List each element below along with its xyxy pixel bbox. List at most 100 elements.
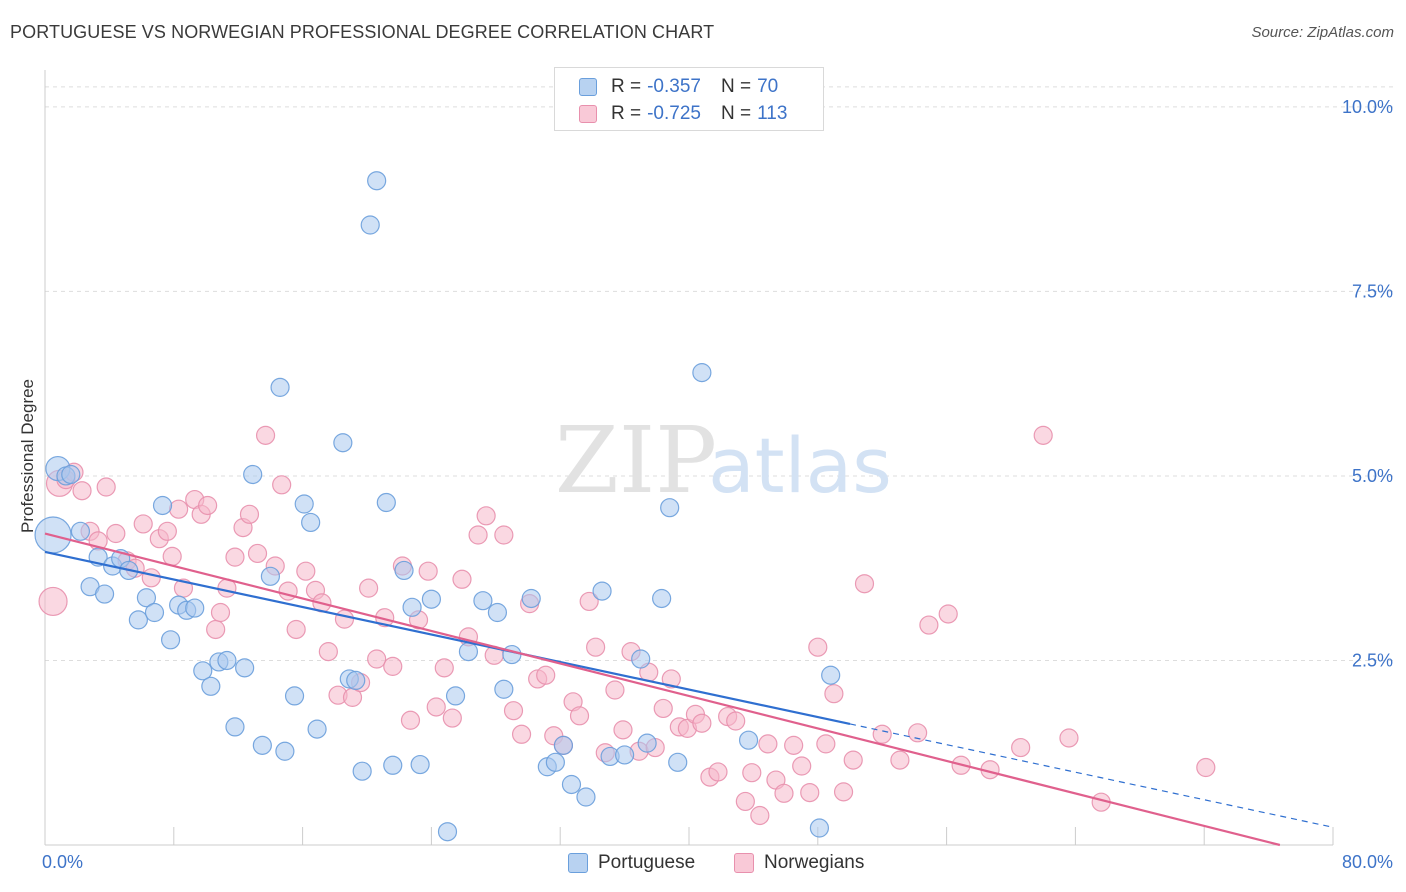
norwegians-point: [418, 561, 438, 581]
norwegians-point: [872, 724, 892, 744]
portuguese-point: [333, 433, 353, 453]
watermark: ZIP atlas: [555, 407, 892, 514]
portuguese-point: [260, 566, 280, 586]
norwegians-point: [742, 763, 762, 783]
legend-swatch-pink: [579, 105, 597, 123]
norwegians-point: [726, 711, 746, 731]
watermark-zip: ZIP: [555, 407, 717, 514]
portuguese-point: [445, 686, 466, 706]
norwegians-point: [255, 425, 276, 445]
portuguese-point: [809, 818, 830, 838]
norwegians-point: [692, 713, 712, 733]
portuguese-point: [821, 665, 841, 685]
portuguese-point: [553, 735, 574, 755]
norwegians-point: [286, 619, 306, 640]
portuguese-point: [128, 610, 148, 630]
norwegians-point: [908, 723, 928, 743]
y-tick-label: 2.5%: [1352, 650, 1393, 670]
portuguese-point: [144, 602, 165, 623]
portuguese-point: [502, 644, 522, 665]
portuguese-point: [235, 658, 255, 678]
norwegians-point: [400, 710, 421, 730]
norwegians-point: [800, 782, 820, 803]
portuguese-point: [217, 650, 237, 671]
norwegians-point: [708, 762, 728, 782]
norwegians-point: [96, 477, 116, 497]
x-tick-label-max: 80.0%: [1341, 852, 1393, 872]
legend-label-norwegians: Norwegians: [764, 852, 865, 873]
norwegians-point: [586, 637, 606, 657]
n-label: N =: [720, 103, 752, 124]
norwegians-point: [784, 735, 804, 755]
norwegians-point: [452, 569, 472, 589]
norwegians-point: [833, 782, 854, 802]
norwegians-point: [247, 543, 268, 564]
portuguese-point: [637, 733, 657, 753]
norwegians-point: [1011, 737, 1031, 758]
portuguese-point: [136, 588, 157, 608]
portuguese-point: [652, 588, 672, 609]
portuguese-point: [367, 171, 387, 191]
norwegians-point: [613, 720, 633, 740]
portuguese-trend-line: [44, 550, 851, 726]
n-value: 70: [757, 76, 779, 97]
portuguese-point: [494, 679, 514, 699]
norwegians-point: [938, 604, 958, 624]
norwegians-point: [792, 756, 812, 776]
portuguese-point: [252, 735, 272, 755]
portuguese-point: [307, 719, 327, 739]
watermark-atlas: atlas: [708, 421, 892, 510]
x-tick-label-min: 0.0%: [42, 852, 84, 872]
norwegians-point: [661, 669, 681, 689]
norwegians-point: [503, 701, 524, 721]
portuguese-point: [225, 717, 245, 737]
norwegians-point: [774, 783, 794, 803]
portuguese-point: [545, 752, 565, 772]
axes: [44, 70, 1334, 846]
norwegians-point: [579, 591, 599, 612]
portuguese-point: [692, 363, 712, 383]
chart-title: PORTUGUESE VS NORWEGIAN PROFESSIONAL DEG…: [10, 22, 715, 42]
portuguese-point: [383, 755, 403, 775]
portuguese-point: [193, 661, 213, 681]
norwegians-point: [735, 791, 755, 812]
portuguese-point: [61, 464, 81, 485]
portuguese-point: [394, 560, 414, 581]
portuguese-point: [152, 495, 173, 516]
norwegians-point: [162, 546, 182, 567]
norwegians-point: [383, 656, 403, 676]
source-label: Source: ZipAtlas.com: [1251, 24, 1394, 41]
norwegians-point: [318, 642, 338, 662]
norwegians-point: [1033, 425, 1053, 445]
norwegians-trend-line: [44, 532, 1281, 847]
portuguese-point: [521, 588, 541, 609]
stats-legend-row-norwegians: R = -0.725 N = 113: [579, 101, 787, 127]
norwegians-point: [843, 750, 863, 770]
portuguese-point: [738, 730, 759, 750]
norwegians-point: [854, 574, 875, 594]
norwegians-point: [442, 708, 462, 728]
norwegians-point: [919, 615, 939, 635]
norwegians-point: [133, 514, 153, 534]
r-label: R =: [611, 103, 642, 124]
norwegians-point: [494, 525, 514, 545]
y-tick-label: 10.0%: [1342, 97, 1393, 117]
stats-legend-row-portuguese: R = -0.357 N = 70: [579, 74, 778, 100]
y-tick-labels: 2.5% 5.0% 7.5% 10.0%: [1342, 97, 1393, 671]
portuguese-point: [402, 597, 422, 617]
norwegians-point: [653, 698, 673, 719]
n-label: N =: [720, 76, 752, 97]
norwegians-point: [758, 734, 778, 754]
norwegians-point: [38, 586, 68, 617]
norwegians-point: [206, 619, 226, 640]
norwegians-point: [605, 680, 625, 700]
portuguese-point: [592, 581, 612, 601]
norwegians-point: [72, 481, 92, 501]
legend-swatch-blue: [579, 78, 597, 96]
portuguese-point: [70, 521, 91, 541]
y-tick-label: 5.0%: [1352, 466, 1393, 486]
stats-legend: R = -0.357 N = 70 R = -0.725 N = 113: [554, 67, 824, 131]
legend-swatch-pink: [734, 853, 754, 873]
norwegians-point: [157, 521, 177, 541]
